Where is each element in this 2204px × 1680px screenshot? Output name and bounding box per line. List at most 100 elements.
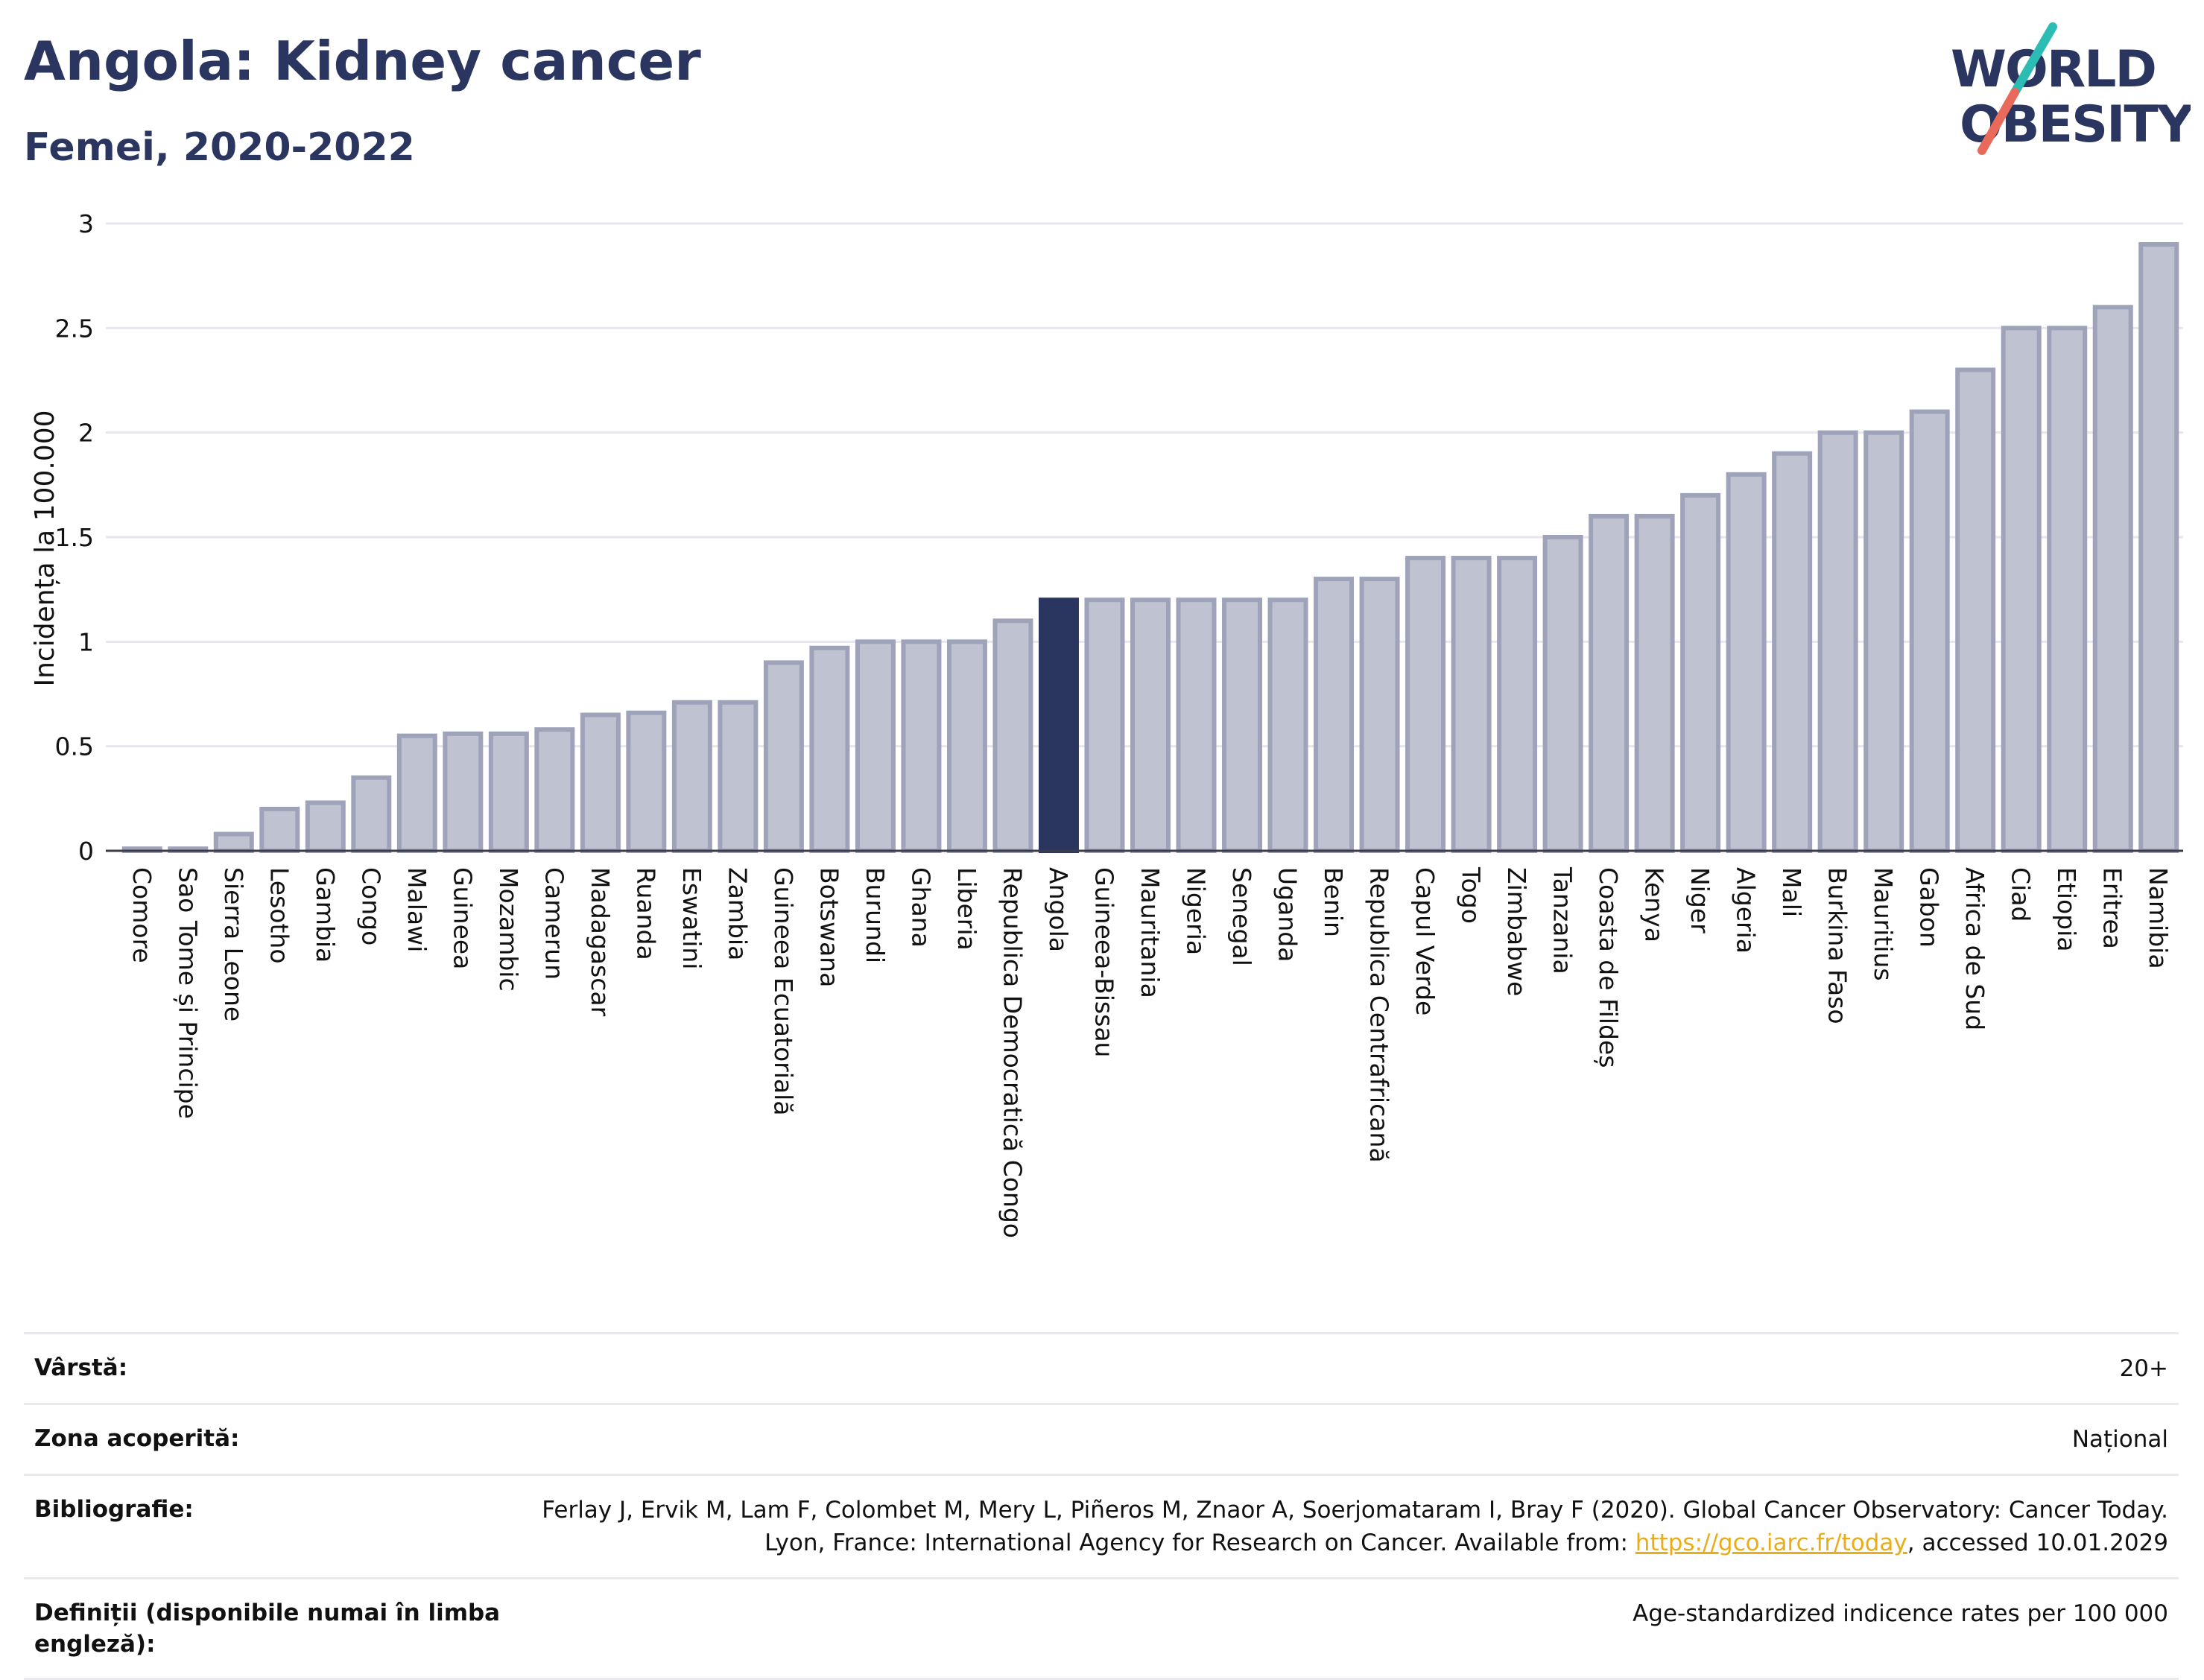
bar <box>2047 326 2088 854</box>
x-tick-label: Niger <box>1685 867 1714 933</box>
svg-text:WORLD: WORLD <box>1951 40 2156 99</box>
y-tick-label: 0.5 <box>55 732 94 761</box>
bar <box>1497 556 1538 853</box>
info-row-definitions: Definiții (disponibile numai în limba en… <box>24 1577 2179 1680</box>
x-tick-label: Angola <box>1044 867 1073 952</box>
bar <box>443 731 484 853</box>
bar-chart: 0 0.5 1 1.5 2 2.5 3 Comore Sao Tome și Principe… <box>30 209 2183 1238</box>
bar <box>1589 513 1630 854</box>
x-tick-label: Africa de Sud <box>1960 867 1989 1030</box>
x-tick-label: Mauritius <box>1869 867 1898 981</box>
bar <box>2092 305 2133 853</box>
y-tick-label: 3 <box>78 209 94 238</box>
x-tick-label: Coasta de Fildeș <box>1594 867 1623 1068</box>
bar <box>1359 577 1400 854</box>
world-obesity-logo: WORLD OBESITY <box>1937 22 2191 164</box>
bar <box>580 712 621 853</box>
x-tick-label: Zambia <box>723 867 752 960</box>
x-axis-labels: Comore Sao Tome și Principe Sierra Leone Le… <box>127 866 2173 1238</box>
bibliography-label: Bibliografie: <box>34 1496 194 1523</box>
bar <box>1726 472 1767 853</box>
info-table: Vârstă: 20+ Zona acoperită: Național Bib… <box>24 1332 2179 1680</box>
x-tick-label: Capul Verde <box>1410 867 1440 1015</box>
bar <box>626 710 667 854</box>
age-label: Vârstă: <box>34 1354 128 1381</box>
area-value: Național <box>2071 1426 2168 1453</box>
info-row-age: Vârstă: 20+ <box>24 1332 2179 1403</box>
bar <box>855 639 896 853</box>
x-tick-label: Guineea Ecuatorială <box>769 867 798 1116</box>
bar <box>1405 556 1446 853</box>
y-tick-label: 0 <box>78 837 94 866</box>
definitions-label: Definiții (disponibile numai în limba en… <box>34 1600 501 1658</box>
bar <box>213 831 254 853</box>
x-tick-label: Senegal <box>1227 867 1256 966</box>
bar <box>1130 597 1171 853</box>
x-tick-label: Namibia <box>2144 867 2173 969</box>
x-tick-label: Liberia <box>952 867 981 951</box>
x-tick-label: Algeria <box>1732 867 1761 954</box>
bar-highlighted <box>1038 597 1079 853</box>
x-tick-label: Camerun <box>539 867 569 980</box>
bar <box>488 731 529 853</box>
bar <box>718 700 759 854</box>
bibliography-text: Ferlay J, Ervik M, Lam F, Colombet M, Me… <box>542 1497 2168 1556</box>
x-tick-label: Togo <box>1457 866 1486 924</box>
bar <box>992 618 1033 853</box>
bar <box>901 639 942 853</box>
bar <box>2138 242 2179 854</box>
bar <box>763 660 804 854</box>
definitions-value: Age-standardized indicence rates per 100… <box>1633 1600 2168 1627</box>
x-tick-label: Sao Tome și Principe <box>173 867 202 1119</box>
x-tick-label: Nigeria <box>1182 867 1211 955</box>
x-tick-label: Republica Centrafricană <box>1365 867 1394 1163</box>
x-tick-label: Guineea <box>448 867 477 969</box>
x-tick-label: Burundi <box>861 867 890 963</box>
bar <box>1084 597 1125 853</box>
bar <box>2001 326 2042 854</box>
x-tick-label: Botswana <box>814 867 843 987</box>
bar <box>1634 513 1675 854</box>
x-tick-label: Kenya <box>1640 867 1669 942</box>
x-tick-label: Republica Democratică Congo <box>998 867 1027 1238</box>
x-tick-label: Etiopia <box>2052 867 2081 952</box>
x-tick-label: Eritrea <box>2098 867 2127 949</box>
x-tick-label: Mozambic <box>494 867 523 992</box>
x-tick-label: Ciad <box>2007 867 2036 922</box>
bar <box>1909 409 1950 853</box>
x-tick-label: Burkina Faso <box>1823 867 1852 1024</box>
x-tick-label: Gabon <box>1915 867 1944 948</box>
x-tick-label: Zimbabwe <box>1502 867 1531 996</box>
x-tick-label: Mauritania <box>1136 867 1165 998</box>
x-tick-label: Uganda <box>1273 867 1302 962</box>
y-tick-label: 1.5 <box>55 523 94 552</box>
bar <box>259 806 300 854</box>
bar <box>671 700 712 854</box>
x-tick-label: Eswatini <box>677 867 706 969</box>
x-tick-label: Guineea-Bissau <box>1089 867 1118 1057</box>
chart-bars <box>121 242 2179 854</box>
bar <box>809 645 850 854</box>
y-tick-label: 2 <box>78 419 94 448</box>
bar <box>305 800 346 853</box>
bibliography-link[interactable]: https://gco.iarc.fr/today <box>1635 1530 1907 1556</box>
bar <box>1222 597 1263 853</box>
bar <box>1267 597 1308 853</box>
x-tick-label: Lesotho <box>265 867 294 964</box>
bar <box>1680 492 1721 853</box>
x-tick-label: Mali <box>1777 867 1806 917</box>
y-tick-label: 1 <box>78 627 94 656</box>
y-axis-label: Incidența la 100.000 <box>30 410 60 686</box>
bar <box>1314 577 1355 854</box>
bibliography-value: Ferlay J, Ervik M, Lam F, Colombet M, Me… <box>529 1494 2168 1559</box>
y-axis-ticks: 0 0.5 1 1.5 2 2.5 3 <box>55 209 94 866</box>
bar <box>1176 597 1217 853</box>
bar <box>946 639 987 853</box>
bar <box>1863 430 1904 853</box>
y-tick-label: 2.5 <box>55 314 94 343</box>
bar <box>534 727 575 853</box>
bibliography-accessed: , accessed 10.01.2029 <box>1907 1530 2168 1556</box>
x-tick-label: Tanzania <box>1548 866 1577 974</box>
bar <box>1955 367 1996 853</box>
x-tick-label: Malawi <box>402 867 431 952</box>
